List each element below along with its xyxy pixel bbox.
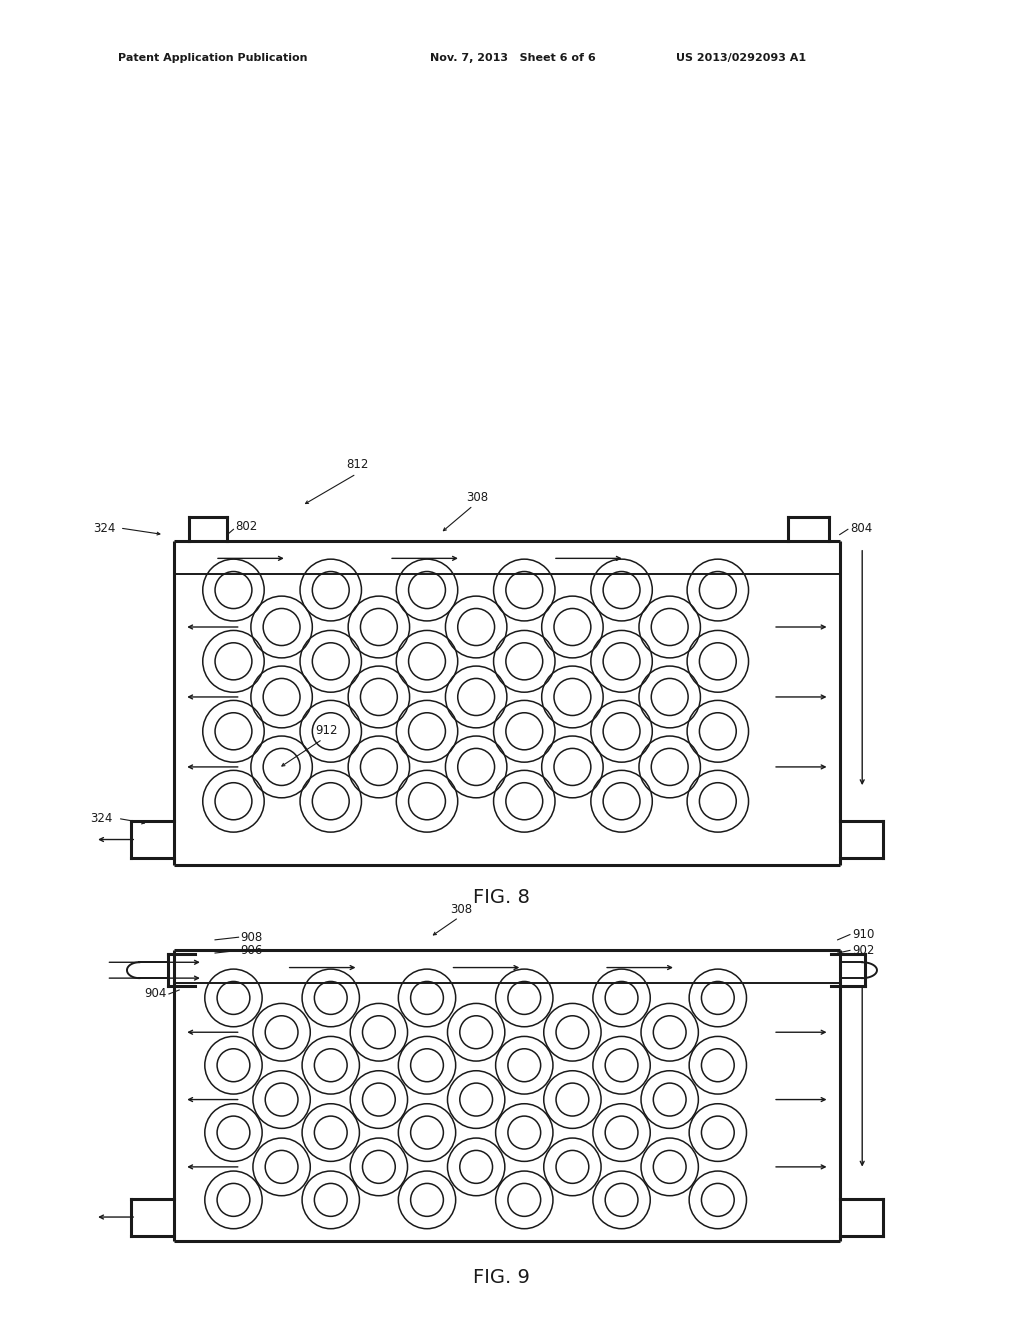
Text: 308: 308 — [466, 491, 488, 504]
Text: US 2013/0292093 A1: US 2013/0292093 A1 — [676, 53, 806, 63]
Text: 324: 324 — [93, 521, 116, 535]
Text: 910: 910 — [852, 928, 874, 941]
Text: Nov. 7, 2013   Sheet 6 of 6: Nov. 7, 2013 Sheet 6 of 6 — [430, 53, 596, 63]
Text: 324: 324 — [90, 812, 113, 825]
Text: 802: 802 — [236, 520, 258, 533]
Text: 912: 912 — [315, 723, 338, 737]
Text: 308: 308 — [451, 903, 473, 916]
Text: 804: 804 — [850, 521, 872, 535]
Text: 904: 904 — [144, 987, 167, 1001]
Text: 812: 812 — [346, 458, 369, 471]
Text: FIG. 9: FIG. 9 — [473, 1269, 530, 1287]
Text: 906: 906 — [241, 944, 263, 957]
Text: 908: 908 — [241, 931, 263, 944]
Text: FIG. 8: FIG. 8 — [473, 888, 530, 907]
Text: Patent Application Publication: Patent Application Publication — [118, 53, 307, 63]
Text: 902: 902 — [852, 944, 874, 957]
